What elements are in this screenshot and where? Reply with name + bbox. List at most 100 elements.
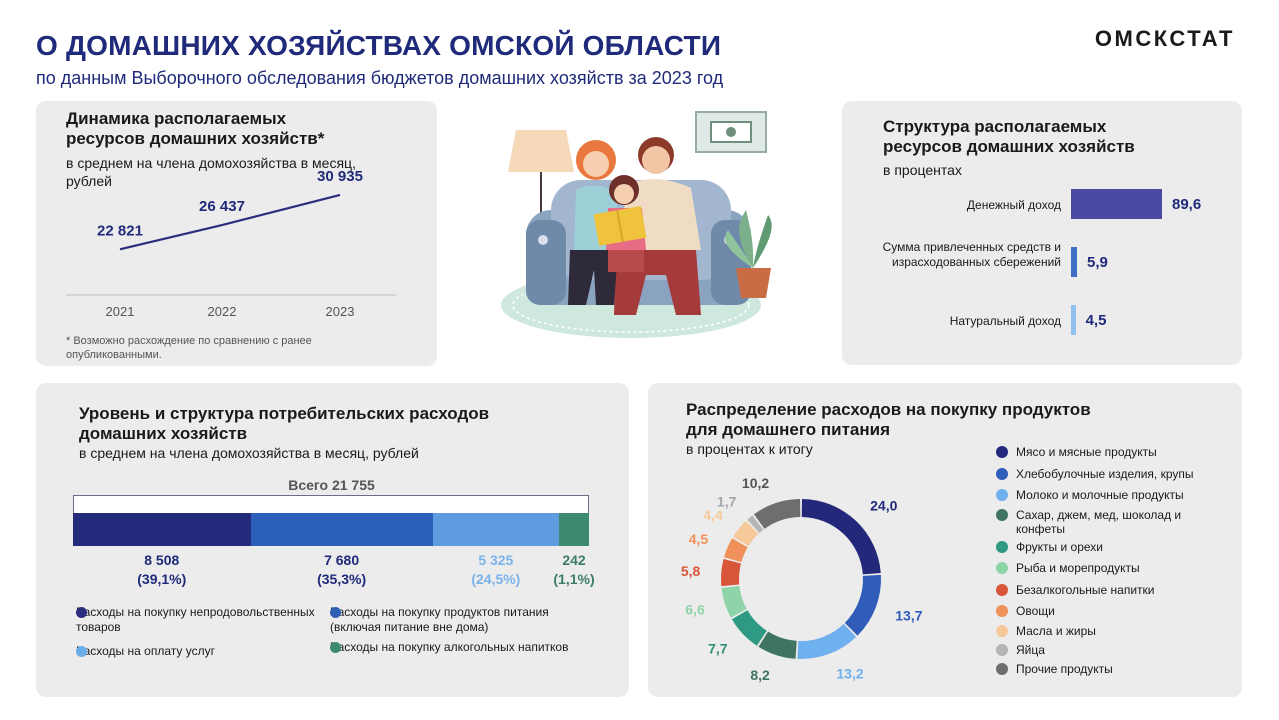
food-subtitle: в процентах к итогу [686,441,813,457]
bar-category-label: Сумма привлеченных средств и израсходова… [882,240,1061,269]
legend-item: Расходы на покупку непродовольственных т… [76,605,336,635]
food-legend-item: Молоко и молочные продукты [996,488,1216,502]
dynamics-line-chart: 22 821 2021 26 437 2022 30 935 2023 [66,168,396,319]
segment-percent: (24,5%) [471,571,521,587]
food-legend-label: Масла и жиры [1016,624,1096,638]
dynamics-title: Динамика располагаемых ресурсов домашних… [66,109,324,149]
slice-label: 24,0 [870,497,897,513]
total-bracket [73,495,589,513]
legend-dot [330,642,341,653]
food-legend-dot [996,663,1008,675]
food-legend-dot [996,562,1008,574]
slice-label: 4,4 [703,507,723,523]
stack-segment [73,513,251,546]
food-title-line1: Распределение расходов на покупку продук… [686,400,1091,419]
food-legend-dot [996,468,1008,480]
bar [1071,189,1162,219]
legend-dot [330,607,341,618]
food-donut-chart: 24,0 13,7 13,2 8,2 7,7 6,6 5,8 4,5 4,41,7 10,2 [681,475,923,683]
donut-slice [724,538,748,563]
food-legend-label: Сахар, джем, мед, шоколад и конфеты [1016,508,1182,536]
segment-value: 242 [562,552,586,568]
segment-value: 8 508 [144,552,180,568]
bar-value-label: 4,5 [1085,312,1107,329]
dynamics-title-line2: ресурсов домашних хозяйств* [66,129,325,148]
food-legend-item: Фрукты и орехи [996,540,1216,554]
food-legend-item: Безалкогольные напитки [996,583,1216,597]
structure-title-line2: ресурсов домашних хозяйств [883,137,1135,156]
legend-label: Расходы на покупку продуктов питания (вк… [330,605,549,634]
consumption-title-line1: Уровень и структура потребительских расх… [79,404,490,423]
food-legend-item: Рыба и морепродукты [996,561,1216,575]
consumption-total: Всего 21 755 [288,477,375,493]
donut-slice [801,499,881,575]
donut-slice [753,499,801,529]
bar-category-label: Денежный доход [966,198,1061,212]
page-title: О ДОМАШНИХ ХОЗЯЙСТВАХ ОМСКОЙ ОБЛАСТИ [36,30,722,61]
legend-dot [76,607,87,618]
stack-segment [432,513,559,546]
stack-segment [250,513,433,546]
data-label: 22 821 [97,222,143,239]
x-tick-label: 2023 [326,304,355,319]
slice-label: 13,7 [895,607,922,623]
segment-label: 242 (1,1%) [553,551,594,589]
consumption-stacked-bar [73,513,589,546]
segment-percent: (35,3%) [317,571,367,587]
donut-slice [721,559,741,587]
segment-label: 7 680 (35,3%) [317,551,366,589]
donut-slice [731,610,767,646]
bar-category-label: Натуральный доход [949,314,1061,328]
slice-label: 8,2 [750,667,770,683]
food-legend-item: Прочие продукты [996,662,1216,676]
structure-card: Структура располагаемых ресурсов домашни… [842,101,1242,365]
slice-label: 7,7 [708,640,728,656]
slice-label: 13,2 [836,666,863,682]
food-legend-item: Масла и жиры [996,624,1216,638]
segment-value: 5 325 [478,552,514,568]
food-legend-label: Безалкогольные напитки [1016,583,1155,597]
dynamics-footnote: * Возможно расхождение по сравнению с ра… [66,335,312,361]
donut-slice [797,623,857,659]
legend-label: Расходы на покупку непродовольственных т… [76,605,315,634]
legend-item: Расходы на покупку алкогольных напитков [330,640,590,655]
slice-label: 4,5 [689,531,709,547]
dynamics-sub-line2: рублей [66,173,112,189]
legend-label: Расходы на оплату услуг [76,644,215,658]
consumption-subtitle: в среднем на члена домохозяйства в месяц… [79,445,419,461]
food-legend-item: Сахар, джем, мед, шоколад и конфеты [996,508,1216,536]
food-title-line2: для домашнего питания [686,420,890,439]
food-legend-label: Молоко и молочные продукты [1016,488,1184,502]
donut-slice [733,520,759,547]
food-card: Распределение расходов на покупку продук… [648,383,1242,697]
page-subtitle: по данным Выборочного обследования бюдже… [36,68,724,88]
series-line [119,193,341,251]
dynamics-subtitle: в среднем на члена домохозяйства в месяц… [66,154,356,190]
bar-value-label: 89,6 [1172,196,1202,213]
food-legend-label: Хлебобулочные изделия, крупы [1016,467,1194,481]
stack-segment [558,513,589,546]
slice-label: 1,7 [717,493,737,509]
food-legend-dot [996,489,1008,501]
x-tick-label: 2021 [106,304,135,319]
segment-label: 5 325 (24,5%) [471,551,520,589]
data-label: 26 437 [199,198,245,215]
consumption-title-line2: домашних хозяйств [79,424,248,443]
family-illustration [501,111,772,338]
food-legend-dot [996,446,1008,458]
consumption-title: Уровень и структура потребительских расх… [79,404,489,444]
food-legend-item: Мясо и мясные продукты [996,445,1216,459]
segment-percent: (1,1%) [553,571,595,587]
bar-value-label: 5,9 [1086,254,1108,271]
food-legend-dot [996,541,1008,553]
dynamics-title-line1: Динамика располагаемых [66,109,287,128]
legend-item: Расходы на оплату услуг [76,644,336,659]
food-legend-label: Овощи [1016,604,1055,618]
donut-slice [721,585,747,618]
structure-subtitle: в процентах [883,162,962,178]
donut-slice [747,515,764,534]
structure-title-line1: Структура располагаемых [883,117,1107,136]
segment-percent: (39,1%) [137,571,187,587]
legend-item: Расходы на покупку продуктов питания (вк… [330,605,590,635]
donut-slice [758,631,797,659]
